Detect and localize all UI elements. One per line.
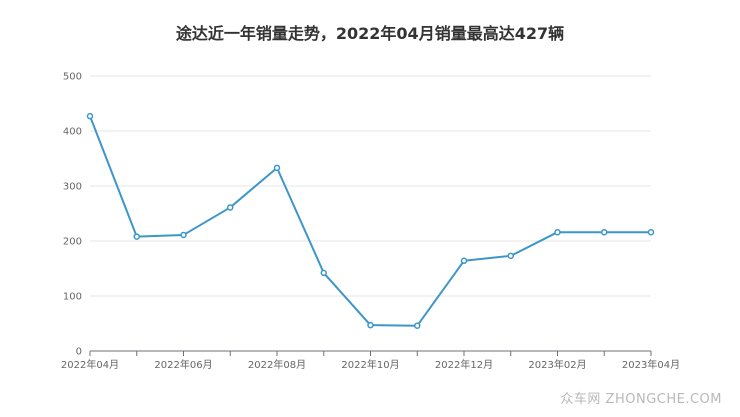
data-point[interactable] bbox=[320, 269, 327, 277]
data-point[interactable] bbox=[601, 228, 608, 236]
data-point[interactable] bbox=[273, 164, 281, 172]
series-group bbox=[86, 112, 655, 329]
x-tick-label: 2022年04月 bbox=[61, 358, 119, 371]
x-axis: 2022年04月 2022年06月 2022年08月 2022年10月 2022年12月… bbox=[61, 350, 680, 371]
data-point[interactable] bbox=[554, 228, 561, 236]
data-point[interactable] bbox=[414, 322, 421, 329]
y-axis: 0 100 200 300 400 500 bbox=[63, 72, 82, 358]
x-tick-label: 2023年04月 bbox=[622, 358, 680, 371]
y-tick-label: 400 bbox=[63, 127, 82, 138]
y-tick-label: 300 bbox=[63, 182, 82, 193]
data-point[interactable] bbox=[86, 112, 94, 120]
data-point[interactable] bbox=[460, 257, 468, 265]
x-tick-label: 2022年06月 bbox=[154, 358, 212, 371]
y-tick-label: 500 bbox=[63, 72, 82, 83]
data-point[interactable] bbox=[507, 252, 514, 260]
series-line bbox=[89, 115, 651, 327]
grid-lines bbox=[90, 75, 651, 297]
data-point[interactable] bbox=[180, 231, 187, 239]
y-tick-label: 0 bbox=[76, 347, 82, 358]
x-tick-label: 2022年08月 bbox=[248, 358, 306, 371]
data-point[interactable] bbox=[133, 233, 140, 240]
data-point[interactable] bbox=[647, 228, 655, 236]
data-point[interactable] bbox=[227, 204, 234, 211]
y-tick-label: 100 bbox=[63, 292, 82, 303]
x-tick-label: 2022年10月 bbox=[341, 358, 399, 371]
x-tick-label: 2022年12月 bbox=[435, 358, 493, 371]
watermark: 众车网 ZHONGCHE.COM bbox=[560, 392, 722, 407]
data-point[interactable] bbox=[367, 321, 374, 329]
y-tick-label: 200 bbox=[63, 237, 82, 248]
x-tick-label: 2023年02月 bbox=[528, 358, 586, 371]
chart-title: 途达近一年销量走势，2022年04月销量最高达427辆 bbox=[175, 24, 565, 43]
